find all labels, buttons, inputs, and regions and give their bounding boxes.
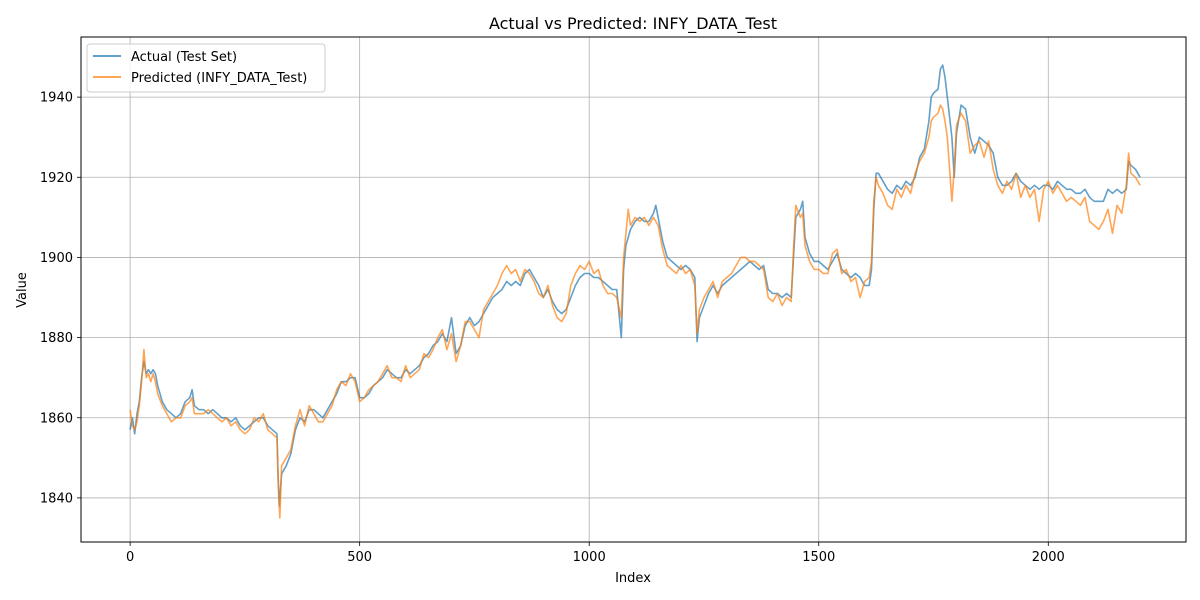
plot-frame <box>80 36 1187 543</box>
series-line-predicted <box>129 104 1141 519</box>
y-tick-label: 1940 <box>40 91 73 106</box>
y-tick-label: 1860 <box>40 411 73 426</box>
legend-label-actual: Actual (Test Set) <box>131 50 237 65</box>
y-tick-label: 1840 <box>40 491 73 506</box>
x-tick-label: 0 <box>126 550 134 565</box>
y-axis-label: Value <box>15 272 30 308</box>
y-tick-label: 1880 <box>40 331 73 346</box>
y-axis-ticks: 1840 1860 1880 1900 1920 1940 <box>40 91 81 506</box>
x-tick-label: 2000 <box>1032 550 1065 565</box>
y-tick-label: 1920 <box>40 171 73 186</box>
x-tick-label: 1000 <box>573 550 606 565</box>
legend-label-predicted: Predicted (INFY_DATA_Test) <box>131 71 307 86</box>
legend-box <box>86 43 326 93</box>
series-lines <box>129 64 1141 519</box>
x-axis-ticks: 0 500 1000 1500 2000 <box>126 542 1065 565</box>
chart-title: Actual vs Predicted: INFY_DATA_Test <box>489 14 777 34</box>
x-tick-label: 500 <box>347 550 372 565</box>
legend: Actual (Test Set) Predicted (INFY_DATA_T… <box>86 43 326 93</box>
y-tick-label: 1900 <box>40 251 73 266</box>
x-axis-label: Index <box>615 571 651 586</box>
x-tick-label: 1500 <box>802 550 835 565</box>
grid <box>81 37 1186 542</box>
